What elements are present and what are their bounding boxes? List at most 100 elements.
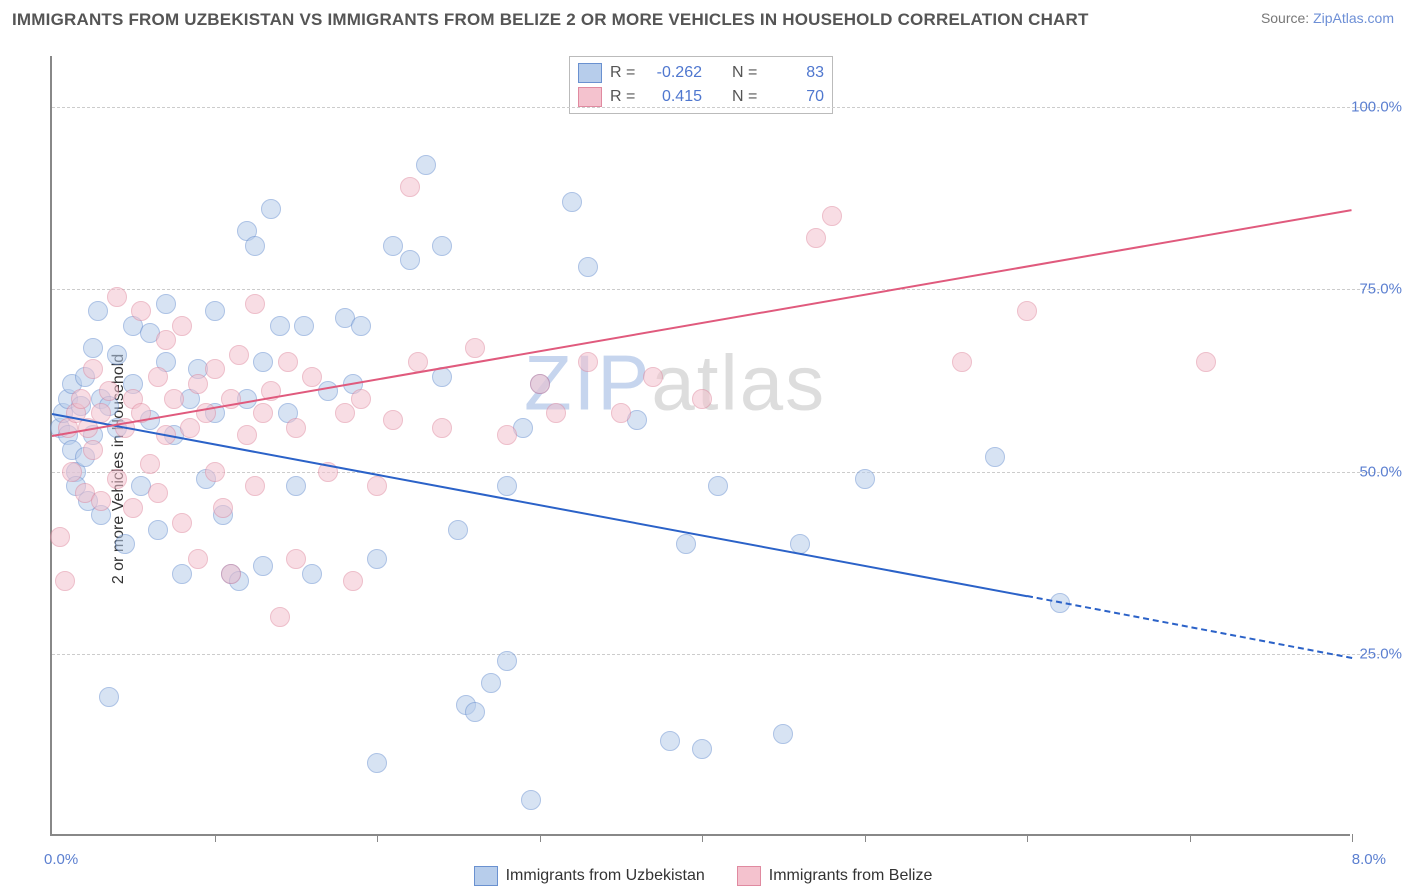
scatter-point bbox=[562, 192, 582, 212]
scatter-point bbox=[253, 403, 273, 423]
title-bar: IMMIGRANTS FROM UZBEKISTAN VS IMMIGRANTS… bbox=[12, 10, 1394, 42]
x-tick bbox=[1027, 834, 1028, 842]
scatter-point bbox=[245, 236, 265, 256]
scatter-point bbox=[71, 389, 91, 409]
trend-line bbox=[52, 413, 1027, 597]
scatter-point bbox=[88, 301, 108, 321]
scatter-point bbox=[546, 403, 566, 423]
n-value: 70 bbox=[768, 85, 824, 109]
scatter-point bbox=[148, 483, 168, 503]
scatter-point bbox=[302, 367, 322, 387]
scatter-point bbox=[180, 418, 200, 438]
source-credit: Source: ZipAtlas.com bbox=[1261, 10, 1394, 26]
scatter-point bbox=[822, 206, 842, 226]
x-tick bbox=[215, 834, 216, 842]
scatter-point bbox=[229, 345, 249, 365]
scatter-point bbox=[245, 294, 265, 314]
scatter-point bbox=[497, 651, 517, 671]
scatter-point bbox=[643, 367, 663, 387]
legend-label: Immigrants from Belize bbox=[769, 867, 933, 885]
scatter-point bbox=[115, 534, 135, 554]
scatter-point bbox=[164, 389, 184, 409]
scatter-point bbox=[237, 425, 257, 445]
scatter-point bbox=[465, 338, 485, 358]
x-tick bbox=[377, 834, 378, 842]
watermark: ZIPatlas bbox=[524, 337, 826, 428]
watermark-atlas: atlas bbox=[651, 338, 826, 426]
scatter-point bbox=[156, 330, 176, 350]
scatter-point bbox=[806, 228, 826, 248]
legend-swatch bbox=[474, 866, 498, 886]
source-link[interactable]: ZipAtlas.com bbox=[1313, 10, 1394, 26]
scatter-point bbox=[245, 476, 265, 496]
source-label: Source: bbox=[1261, 10, 1309, 26]
scatter-point bbox=[383, 410, 403, 430]
r-value: -0.262 bbox=[646, 61, 702, 85]
scatter-point bbox=[578, 352, 598, 372]
scatter-point bbox=[286, 476, 306, 496]
n-label: N = bbox=[732, 85, 760, 109]
scatter-point bbox=[578, 257, 598, 277]
scatter-point bbox=[205, 462, 225, 482]
scatter-point bbox=[400, 177, 420, 197]
scatter-point bbox=[432, 418, 452, 438]
scatter-point bbox=[213, 498, 233, 518]
scatter-point bbox=[172, 316, 192, 336]
scatter-point bbox=[261, 199, 281, 219]
r-value: 0.415 bbox=[646, 85, 702, 109]
scatter-point bbox=[660, 731, 680, 751]
scatter-point bbox=[497, 425, 517, 445]
scatter-point bbox=[253, 556, 273, 576]
scatter-point bbox=[156, 294, 176, 314]
scatter-point bbox=[99, 687, 119, 707]
gridline bbox=[52, 289, 1380, 290]
scatter-point bbox=[148, 520, 168, 540]
scatter-point bbox=[205, 301, 225, 321]
scatter-point bbox=[432, 236, 452, 256]
scatter-point bbox=[278, 352, 298, 372]
scatter-point bbox=[952, 352, 972, 372]
plot-region: ZIPatlas R =-0.262N =83R =0.415N =70 25.… bbox=[50, 56, 1350, 836]
scatter-point bbox=[351, 389, 371, 409]
scatter-point bbox=[55, 571, 75, 591]
scatter-point bbox=[521, 790, 541, 810]
legend-item: Immigrants from Uzbekistan bbox=[474, 866, 705, 886]
chart-area: 2 or more Vehicles in Household ZIPatlas… bbox=[0, 46, 1406, 892]
x-tick bbox=[1190, 834, 1191, 842]
scatter-point bbox=[1017, 301, 1037, 321]
scatter-point bbox=[83, 338, 103, 358]
scatter-point bbox=[497, 476, 517, 496]
scatter-point bbox=[318, 381, 338, 401]
x-tick bbox=[702, 834, 703, 842]
legend-label: Immigrants from Uzbekistan bbox=[506, 867, 705, 885]
scatter-point bbox=[188, 549, 208, 569]
y-tick-label: 75.0% bbox=[1359, 281, 1402, 298]
scatter-point bbox=[286, 418, 306, 438]
scatter-point bbox=[188, 374, 208, 394]
x-tick bbox=[865, 834, 866, 842]
scatter-point bbox=[351, 316, 371, 336]
legend-swatch bbox=[737, 866, 761, 886]
scatter-point bbox=[1196, 352, 1216, 372]
scatter-point bbox=[985, 447, 1005, 467]
scatter-point bbox=[270, 316, 290, 336]
legend-swatch bbox=[578, 63, 602, 83]
scatter-point bbox=[448, 520, 468, 540]
scatter-point bbox=[294, 316, 314, 336]
scatter-point bbox=[99, 381, 119, 401]
scatter-point bbox=[773, 724, 793, 744]
scatter-point bbox=[708, 476, 728, 496]
y-tick-label: 50.0% bbox=[1359, 463, 1402, 480]
scatter-point bbox=[367, 549, 387, 569]
r-label: R = bbox=[610, 61, 638, 85]
legend-swatch bbox=[578, 87, 602, 107]
trend-line bbox=[1027, 595, 1352, 659]
x-tick bbox=[540, 834, 541, 842]
scatter-point bbox=[107, 287, 127, 307]
scatter-point bbox=[286, 549, 306, 569]
scatter-point bbox=[172, 513, 192, 533]
x-tick bbox=[1352, 834, 1353, 842]
scatter-point bbox=[335, 403, 355, 423]
scatter-point bbox=[692, 389, 712, 409]
scatter-point bbox=[253, 352, 273, 372]
